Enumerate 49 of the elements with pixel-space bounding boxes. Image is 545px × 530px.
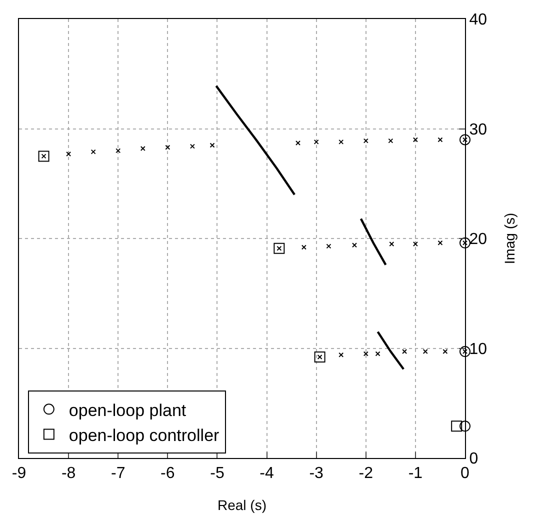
point: [451, 420, 462, 432]
point: [412, 241, 418, 246]
point: [363, 351, 368, 356]
legend-label: open-loop plant: [68, 400, 186, 420]
y-tick-label: 40: [469, 12, 488, 29]
y-axis-title: Imag (s): [501, 212, 518, 264]
x-tick-label: -4: [260, 465, 274, 482]
y-tick-label: 20: [469, 231, 488, 248]
legend-label: open-loop controller: [68, 426, 220, 445]
point: [402, 349, 408, 354]
y-tick-label: 0: [469, 450, 478, 468]
point: [412, 137, 418, 142]
y-tick-label: 30: [469, 121, 488, 138]
x-tick-label: -5: [210, 465, 224, 482]
point: [314, 139, 319, 144]
point: [363, 138, 368, 144]
x-tick-label: -9: [12, 465, 26, 482]
x-tick-label: -7: [110, 465, 126, 482]
line-series: [215, 84, 296, 196]
point: [438, 240, 443, 246]
point: [326, 244, 332, 249]
point: [190, 144, 195, 149]
point: [442, 349, 448, 354]
x-tick-label: -8: [61, 465, 76, 482]
point: [438, 137, 443, 142]
point: [116, 148, 121, 154]
x-tick-label: -6: [160, 465, 175, 482]
point: [140, 146, 146, 152]
point: [338, 352, 344, 358]
x-tick-label: -2: [358, 465, 374, 482]
x-tick-label: -3: [309, 465, 324, 482]
point: [66, 151, 72, 156]
point: [210, 142, 215, 148]
point: [165, 144, 170, 150]
point: [352, 242, 357, 248]
point: [90, 149, 96, 154]
point: [422, 349, 428, 354]
point: [389, 241, 394, 246]
point: [296, 140, 300, 146]
x-axis-title: Real (s): [217, 497, 267, 513]
point: [301, 244, 306, 250]
point: [314, 352, 326, 363]
point: [375, 351, 380, 356]
y-tick-label: 10: [469, 340, 488, 358]
x-tick-label: -1: [408, 465, 423, 482]
point: [338, 139, 344, 144]
point: [388, 138, 394, 144]
point: [274, 242, 285, 254]
point: [38, 150, 50, 162]
